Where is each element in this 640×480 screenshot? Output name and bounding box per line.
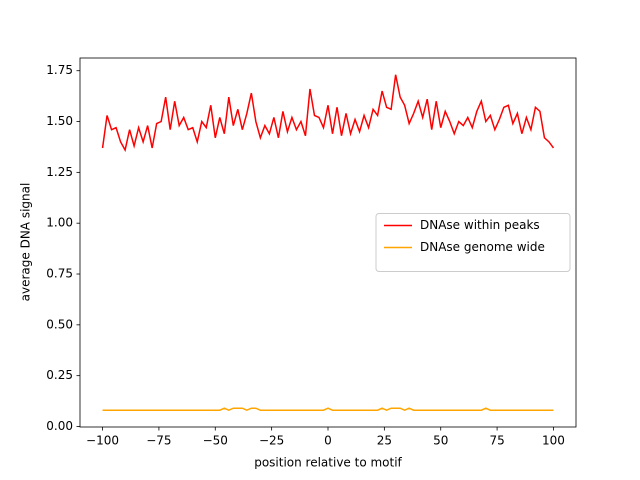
x-tick-label: 100 [542, 434, 565, 448]
x-tick-label: −50 [203, 434, 228, 448]
legend-label: DNAse within peaks [420, 218, 540, 232]
x-axis-label: position relative to motif [254, 456, 402, 470]
plot-frame [79, 57, 577, 428]
data-line [102, 407, 554, 412]
y-tick-label: 1.00 [46, 216, 73, 230]
x-tick-label: −25 [259, 434, 284, 448]
y-tick-label: 0.50 [46, 317, 73, 331]
y-tick-label: 0.75 [46, 267, 73, 281]
x-tick-label: 50 [433, 434, 448, 448]
y-tick-label: 1.75 [46, 63, 73, 77]
legend-box [375, 213, 571, 272]
x-tick-label: 0 [324, 434, 332, 448]
y-tick-label: 1.25 [46, 165, 73, 179]
y-tick-label: 0.25 [46, 368, 73, 382]
y-axis-label: average DNA signal [19, 183, 33, 302]
x-tick-label: −75 [146, 434, 171, 448]
y-tick-label: 0.00 [46, 419, 73, 433]
x-tick-label: 25 [377, 434, 392, 448]
x-tick-label: 75 [489, 434, 504, 448]
y-tick-label: 1.50 [46, 114, 73, 128]
legend-label: DNAse genome wide [420, 240, 545, 254]
data-line [101, 74, 555, 153]
x-tick-label: −100 [86, 434, 119, 448]
